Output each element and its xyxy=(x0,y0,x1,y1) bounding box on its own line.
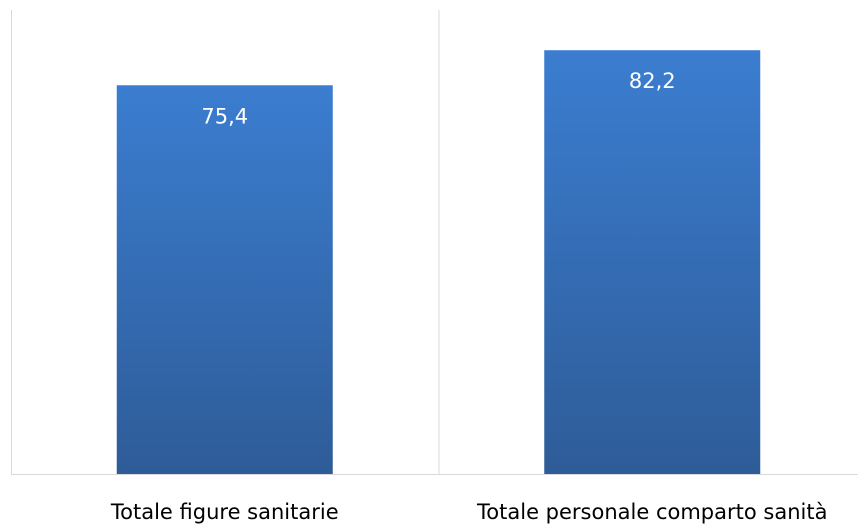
category-label-2: Totale personale comparto sanità xyxy=(476,500,827,524)
bar-2 xyxy=(544,50,761,475)
data-label-1: 75,4 xyxy=(201,104,248,128)
data-label-2: 82,2 xyxy=(629,69,676,93)
chart-axes xyxy=(11,10,858,475)
chart-labels: 75,4 Totale figure sanitarie 82,2 Totale pe… xyxy=(110,69,828,524)
chart-bars xyxy=(116,50,761,475)
category-label-1: Totale figure sanitarie xyxy=(110,500,339,524)
bar-1 xyxy=(116,85,333,474)
